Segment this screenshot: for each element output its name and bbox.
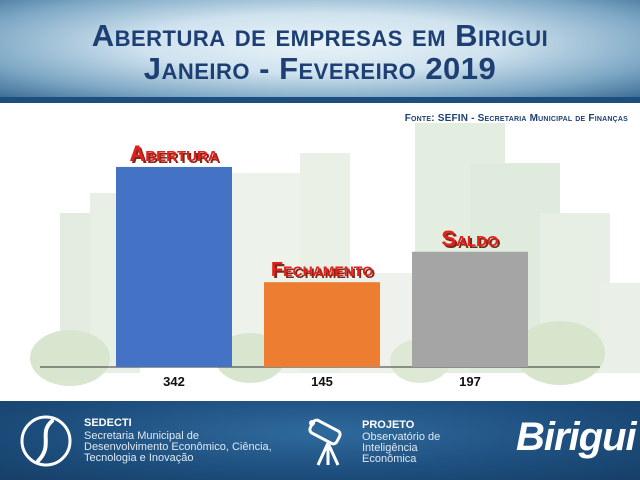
- projeto-description: Observatório de Inteligência Econômica: [362, 431, 441, 465]
- bar-saldo: [412, 251, 528, 367]
- value-label-fechamento: 145: [311, 374, 333, 389]
- value-label-abertura: 342: [163, 374, 185, 389]
- sedecti-logo-icon: [20, 415, 72, 467]
- sedecti-title: SEDECTI: [84, 417, 132, 429]
- category-label-shadow: Fechamento: [273, 261, 375, 283]
- value-label-saldo: 197: [459, 374, 481, 389]
- category-label-saldo: Saldo: [441, 226, 499, 251]
- bar-chart: AberturaAberturaFechamentoFechamentoSald…: [30, 123, 640, 389]
- title-line-1: Abertura de empresas em Birigui: [91, 18, 549, 53]
- sedecti-description: Secretaria Municipal de Desenvolvimento …: [84, 430, 272, 464]
- category-label-shadow: Saldo: [443, 228, 501, 253]
- header-banner: Abertura de empresas em Birigui Janeiro …: [0, 0, 640, 103]
- category-label-fechamento: Fechamento: [271, 259, 373, 281]
- projeto-title: PROJETO: [362, 419, 415, 431]
- telescope-icon: [308, 418, 342, 466]
- footer-banner: SEDECTI Secretaria Municipal de Desenvol…: [0, 401, 640, 480]
- source-note: Fonte: SEFIN - Secretaria Municipal de F…: [404, 113, 628, 124]
- title-line-2: Janeiro - Fevereiro 2019: [143, 51, 497, 86]
- birigui-logo: Birigui: [516, 415, 637, 459]
- bar-fechamento: [264, 282, 380, 367]
- bar-abertura: [116, 166, 232, 367]
- category-label-shadow: Abertura: [131, 143, 220, 168]
- category-label-abertura: Abertura: [129, 141, 218, 166]
